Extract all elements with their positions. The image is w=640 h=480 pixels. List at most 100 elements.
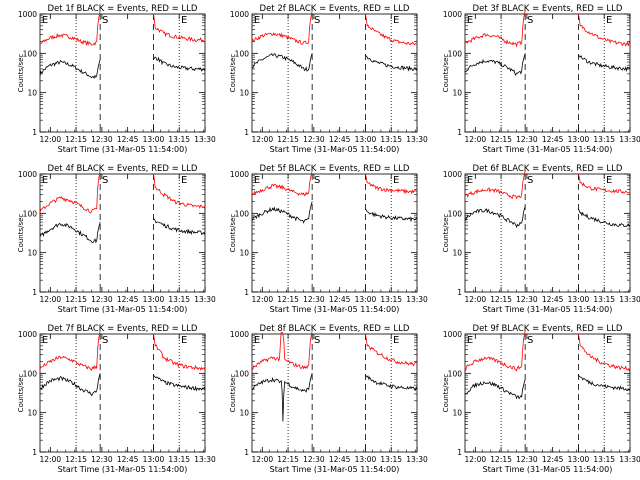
panel-title: Det 8f BLACK = Events, RED = LLD [260, 324, 410, 334]
x-tick-label: 12:45 [329, 295, 351, 304]
plot-frame [464, 173, 631, 293]
marker-label: E [393, 335, 399, 346]
x-tick-label: 12:15 [490, 455, 512, 464]
marker-label: S [527, 335, 533, 346]
plot-frame [464, 13, 631, 133]
x-tick-label: 12:15 [490, 295, 512, 304]
marker-label: E [393, 15, 399, 26]
x-tick-label: 12:45 [542, 295, 564, 304]
y-tick-label: 100 [235, 209, 250, 218]
x-tick-label: 12:15 [277, 295, 299, 304]
x-tick-label: 12:00 [252, 135, 274, 144]
x-tick-label: 13:15 [380, 455, 402, 464]
series-line-events [39, 59, 101, 79]
x-tick-label: 13:00 [143, 295, 165, 304]
y-tick-label: 100 [448, 49, 463, 58]
marker-label: E [467, 335, 473, 346]
series-line-events [464, 53, 526, 77]
plot-frame [39, 333, 206, 453]
marker-label: E [42, 175, 48, 186]
series-line-lld [578, 173, 631, 194]
panel-title: Det 3f BLACK = Events, RED = LLD [473, 4, 623, 14]
series-line-lld [578, 333, 631, 372]
x-tick-label: 12:45 [117, 455, 139, 464]
y-axis-label: Counts/sec [442, 214, 450, 253]
y-tick-label: 1 [457, 448, 462, 457]
series-line-events [251, 53, 313, 72]
marker-label: S [527, 175, 533, 186]
y-tick-label: 100 [23, 209, 38, 218]
x-tick-label: 12:15 [277, 135, 299, 144]
marker-label: E [181, 15, 187, 26]
x-tick-label: 13:00 [568, 295, 590, 304]
panel-3: Det 3f BLACK = Events, RED = LLD 1 10 100 10… [442, 4, 640, 154]
marker-label: E [181, 175, 187, 186]
series-line-events [578, 374, 631, 392]
series-line-events [39, 373, 101, 397]
marker-label: E [606, 175, 612, 186]
x-tick-label: 12:30 [303, 295, 325, 304]
marker-label: S [314, 175, 320, 186]
y-tick-label: 1000 [443, 330, 462, 339]
x-axis-label: Start Time (31-Mar-05 11:54:00) [270, 465, 400, 474]
y-tick-label: 10 [239, 409, 249, 418]
series-line-lld [153, 173, 206, 209]
series-line-lld [465, 170, 526, 200]
marker-label: S [102, 175, 108, 186]
x-tick-label: 12:00 [465, 295, 487, 304]
panel-8: Det 8f BLACK = Events, RED = LLD 1 10 100 10… [229, 324, 428, 474]
marker-label: E [42, 15, 48, 26]
marker-label: E [606, 335, 612, 346]
y-tick-label: 1000 [18, 10, 37, 19]
panel-title: Det 1f BLACK = Events, RED = LLD [48, 4, 198, 14]
series-line-events [153, 56, 206, 72]
marker-label: S [527, 15, 533, 26]
series-line-events [251, 201, 313, 224]
series-line-events [365, 208, 418, 223]
y-axis-label: Counts/sec [442, 374, 450, 413]
series-line-lld [251, 170, 313, 197]
series-line-events [578, 208, 631, 227]
y-tick-label: 1 [244, 128, 249, 137]
x-tick-label: 12:45 [542, 455, 564, 464]
panel-title: Det 7f BLACK = Events, RED = LLD [48, 324, 198, 334]
series-line-lld [464, 330, 526, 372]
series-line-events [464, 206, 526, 229]
series-line-lld [39, 10, 101, 47]
panel-title: Det 5f BLACK = Events, RED = LLD [260, 164, 410, 174]
x-tick-label: 13:30 [194, 295, 216, 304]
series-line-lld [464, 10, 526, 48]
x-tick-label: 12:30 [516, 135, 538, 144]
x-tick-label: 13:00 [355, 135, 377, 144]
y-axis-label: Counts/sec [17, 54, 25, 93]
panel-6: Det 6f BLACK = Events, RED = LLD 1 10 100 10… [442, 164, 640, 314]
panel-7: Det 7f BLACK = Events, RED = LLD 1 10 100 10… [17, 324, 216, 474]
y-tick-label: 1 [244, 288, 249, 297]
x-tick-label: 13:15 [168, 295, 190, 304]
x-tick-label: 13:00 [355, 295, 377, 304]
x-tick-label: 12:00 [252, 455, 274, 464]
marker-label: S [314, 335, 320, 346]
marker-label: E [467, 15, 473, 26]
panel-title: Det 9f BLACK = Events, RED = LLD [473, 324, 623, 334]
y-tick-label: 10 [27, 249, 37, 258]
x-tick-label: 13:30 [406, 455, 428, 464]
marker-label: E [254, 335, 260, 346]
x-axis-label: Start Time (31-Mar-05 11:54:00) [58, 145, 188, 154]
x-tick-label: 13:15 [593, 455, 615, 464]
y-tick-label: 1 [457, 288, 462, 297]
marker-label: S [314, 15, 320, 26]
y-tick-label: 100 [23, 49, 38, 58]
panel-title: Det 6f BLACK = Events, RED = LLD [473, 164, 623, 174]
panel-5: Det 5f BLACK = Events, RED = LLD 1 10 100 10… [229, 164, 428, 314]
y-tick-label: 1 [244, 448, 249, 457]
x-tick-label: 12:30 [303, 455, 325, 464]
y-tick-label: 100 [235, 369, 250, 378]
x-tick-label: 12:45 [117, 295, 139, 304]
x-tick-label: 12:00 [40, 135, 62, 144]
x-tick-label: 13:30 [194, 455, 216, 464]
series-line-lld [153, 13, 205, 43]
marker-label: S [102, 15, 108, 26]
x-tick-label: 12:15 [490, 135, 512, 144]
x-tick-label: 12:00 [465, 135, 487, 144]
